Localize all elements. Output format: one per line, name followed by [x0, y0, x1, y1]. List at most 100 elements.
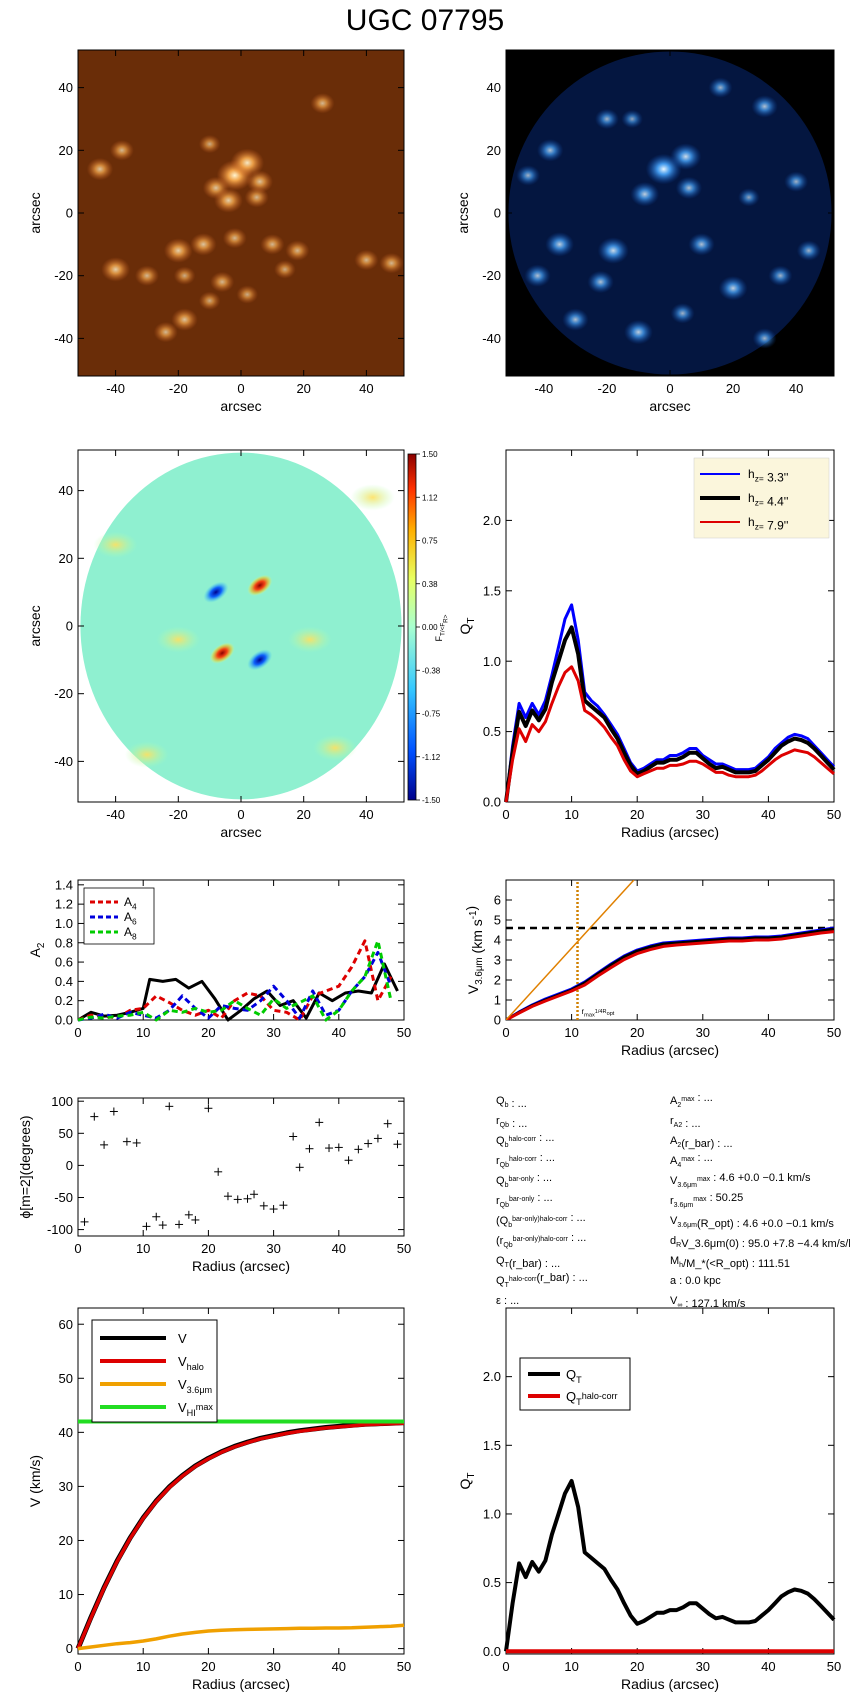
force-ratio-map-panel: -40 -20 0 20 40 -40 -20 0 20 40 arcsec arcsec	[27, 449, 405, 840]
phase-point	[259, 1201, 268, 1210]
label-text: 4.4''	[764, 495, 789, 509]
phase-panel: 0 10 20 30 40 50 -100 -50 0 50 100 Radius (arcsec) ϕ…	[17, 1094, 411, 1274]
subscript: opt	[607, 1011, 615, 1017]
y-tick-label: 0.5	[483, 724, 501, 739]
x-tick-label: 40	[359, 381, 373, 396]
emission-blob	[260, 234, 285, 255]
label-text: arcsec	[220, 398, 261, 414]
y-tick-label: 40	[59, 483, 73, 498]
force-ratio-blob	[156, 626, 201, 653]
phase-point	[243, 1194, 252, 1203]
parameter-superscript: bar-only	[509, 1196, 535, 1203]
legend: hz= 3.3''hz= 4.4''hz= 7.9''	[693, 457, 830, 539]
emission-blob	[153, 321, 178, 343]
parameter-symbol: V	[670, 1215, 678, 1227]
x-tick-label: 10	[564, 1025, 578, 1040]
label-text: arcsec	[27, 192, 43, 233]
label-text: A	[124, 925, 132, 939]
x-tick-label: 0	[74, 1025, 81, 1040]
emission-blob	[244, 187, 269, 208]
parameter-row: V3.6μmmax : 4.6 +0.0 −0.1 km/s	[670, 1172, 811, 1189]
parameter-superscript: halo-corr	[508, 1136, 536, 1143]
emission-blob	[708, 77, 733, 98]
parameter-symbol: A	[670, 1095, 678, 1107]
y-tick-label: -40	[54, 331, 73, 346]
y-tick-label: -40	[482, 331, 501, 346]
label-text: (km s	[469, 919, 485, 957]
y-tick-label: 30	[59, 1479, 73, 1494]
phase-point	[122, 1137, 131, 1146]
parameter-value: : ...	[537, 1152, 555, 1164]
emission-blob	[230, 148, 265, 178]
x-tick-label: 40	[789, 381, 803, 396]
amplitude-series-line	[77, 962, 399, 1022]
label-text: Radius (arcsec)	[621, 824, 719, 840]
rotation-series-line	[75, 1420, 405, 1650]
velocity-series-line	[506, 880, 635, 1020]
parameter-row: V3.6μm(R_opt) : 4.6 +0.0 −0.1 km/s	[670, 1215, 834, 1230]
x-tick-label: 40	[761, 1025, 775, 1040]
parameter-value: : ...	[534, 1172, 552, 1184]
y-tick-label: 0.0	[483, 1644, 501, 1659]
subscript: T/<F	[440, 623, 447, 636]
colorbar-tick-label: -1.50	[422, 796, 441, 805]
parameter-row: QT(r_bar) : ...	[496, 1255, 560, 1270]
phase-point	[152, 1212, 161, 1221]
emission-blob	[222, 227, 247, 249]
parameter-superscript: max	[693, 1196, 707, 1203]
emission-blob	[236, 285, 259, 304]
x-tick-label: 50	[397, 1241, 411, 1256]
emission-blob	[621, 109, 643, 129]
legend-label: VHImax	[178, 1400, 213, 1418]
label-text: V	[178, 1354, 187, 1369]
phase-point	[364, 1139, 373, 1148]
x-tick-label: 30	[696, 1025, 710, 1040]
phase-point	[90, 1112, 99, 1121]
parameter-symbol: d	[670, 1235, 676, 1247]
subscript: T	[576, 1397, 582, 1407]
axes-frame	[505, 1307, 835, 1655]
y-tick-label: 20	[59, 143, 73, 158]
label-text: A	[124, 910, 132, 924]
y-axis-label: QT	[457, 618, 477, 635]
y-tick-label: 20	[59, 551, 73, 566]
x-tick-label: 50	[397, 1659, 411, 1674]
parameter-row: (rQbbar-only)halo-corr : ...	[496, 1232, 586, 1249]
parameter-value: (R_opt) : 4.6 +0.0 −0.1 km/s	[697, 1218, 834, 1230]
parameter-value: : ...	[536, 1132, 554, 1144]
x-tick-label: 20	[630, 807, 644, 822]
parameter-symbol: a	[670, 1275, 677, 1287]
rotation-curve-panel: 0 10 20 30 40 50 0 10 20 30 40 50 60 Radius (arcsec) V…	[27, 1307, 411, 1692]
label-text: arcsec	[27, 605, 43, 646]
y-tick-label: 1.0	[483, 654, 501, 669]
parameter-subscript: R	[676, 1242, 681, 1249]
emission-blob	[214, 188, 243, 213]
subscript: R>	[442, 614, 449, 623]
parameter-symbol: r	[496, 1155, 500, 1167]
y-axis-label: ϕ[m=2](degrees)	[17, 1115, 33, 1218]
phase-point	[393, 1140, 402, 1149]
y-tick-label: -20	[482, 268, 501, 283]
label-text: F	[434, 635, 444, 641]
label-text: arcsec	[455, 192, 471, 233]
label-text: h	[748, 515, 755, 529]
superscript: max	[196, 1402, 214, 1412]
emission-blob	[198, 291, 221, 310]
parameter-row: Mh/M_*(<R_opt) : 111.51	[670, 1255, 790, 1270]
y-tick-label: 100	[51, 1094, 73, 1109]
parameter-subscript: Qb	[500, 1122, 509, 1129]
label-text: Q	[457, 1478, 473, 1489]
parameter-superscript: bar-only)halo-corr	[512, 1216, 568, 1223]
legend-box	[519, 1357, 631, 1411]
y-tick-label: -40	[54, 754, 73, 769]
parameter-value: V_3.6μm(0) : 95.0 +7.8 −4.4 km/s/kpc	[681, 1238, 850, 1250]
emission-blob	[738, 188, 760, 207]
force-ratio-blob	[203, 581, 229, 603]
x-axis-label: arcsec	[649, 398, 690, 414]
phase-point	[315, 1118, 324, 1127]
y-tick-label: 1	[494, 993, 501, 1008]
emission-blob	[173, 266, 196, 285]
x-tick-label: 20	[726, 381, 740, 396]
force-ratio-blob	[313, 734, 358, 762]
